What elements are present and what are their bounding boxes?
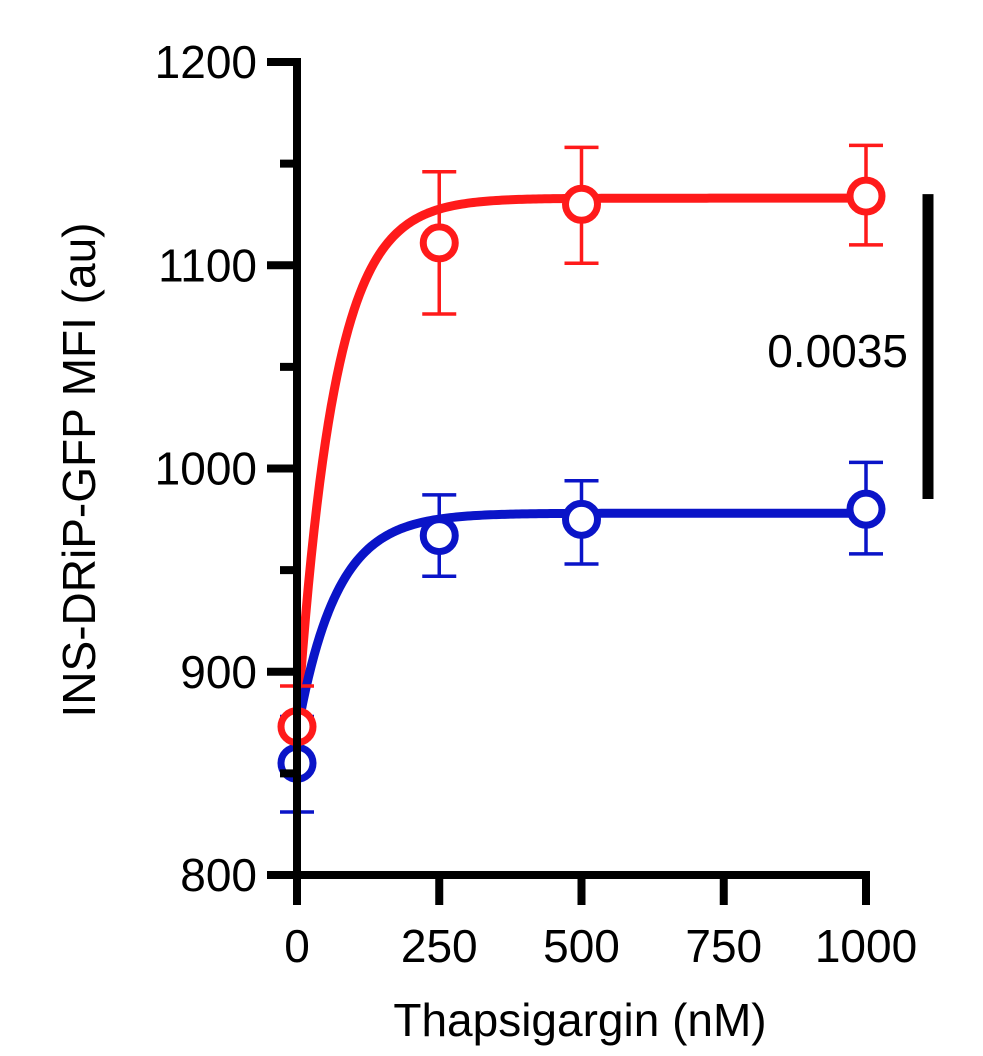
data-point [419, 223, 459, 263]
fit-curve-1 [292, 193, 871, 732]
data-point [562, 499, 601, 539]
y-axis-title: INS-DRiP-GFP MFI (au) [53, 223, 105, 718]
y-tick-label: 1000 [155, 443, 257, 495]
data-point [846, 489, 886, 529]
x-tick-label: 250 [401, 920, 478, 972]
significance-bracket: 0.0035 [767, 194, 934, 499]
x-axis-title: Thapsigargin (nM) [393, 994, 766, 1046]
x-tick-label: 1000 [815, 920, 917, 972]
data-point [846, 176, 886, 216]
x-tick-label: 750 [685, 920, 762, 972]
y-tick-label: 900 [180, 646, 257, 698]
error-bars [280, 143, 883, 814]
fit-curves [292, 193, 871, 738]
data-point [419, 516, 459, 556]
x-tick-label: 500 [543, 920, 620, 972]
x-tick-label: 0 [284, 920, 310, 972]
y-tick-label: 1200 [155, 36, 257, 88]
x-axis: 0 250 500 750 1000 [284, 871, 917, 972]
significance-label: 0.0035 [767, 325, 908, 377]
data-point [562, 184, 601, 224]
y-axis: 800 900 1000 1100 1200 [155, 36, 301, 901]
y-tick-label: 1100 [158, 239, 257, 291]
y-tick-label: 800 [180, 849, 257, 901]
